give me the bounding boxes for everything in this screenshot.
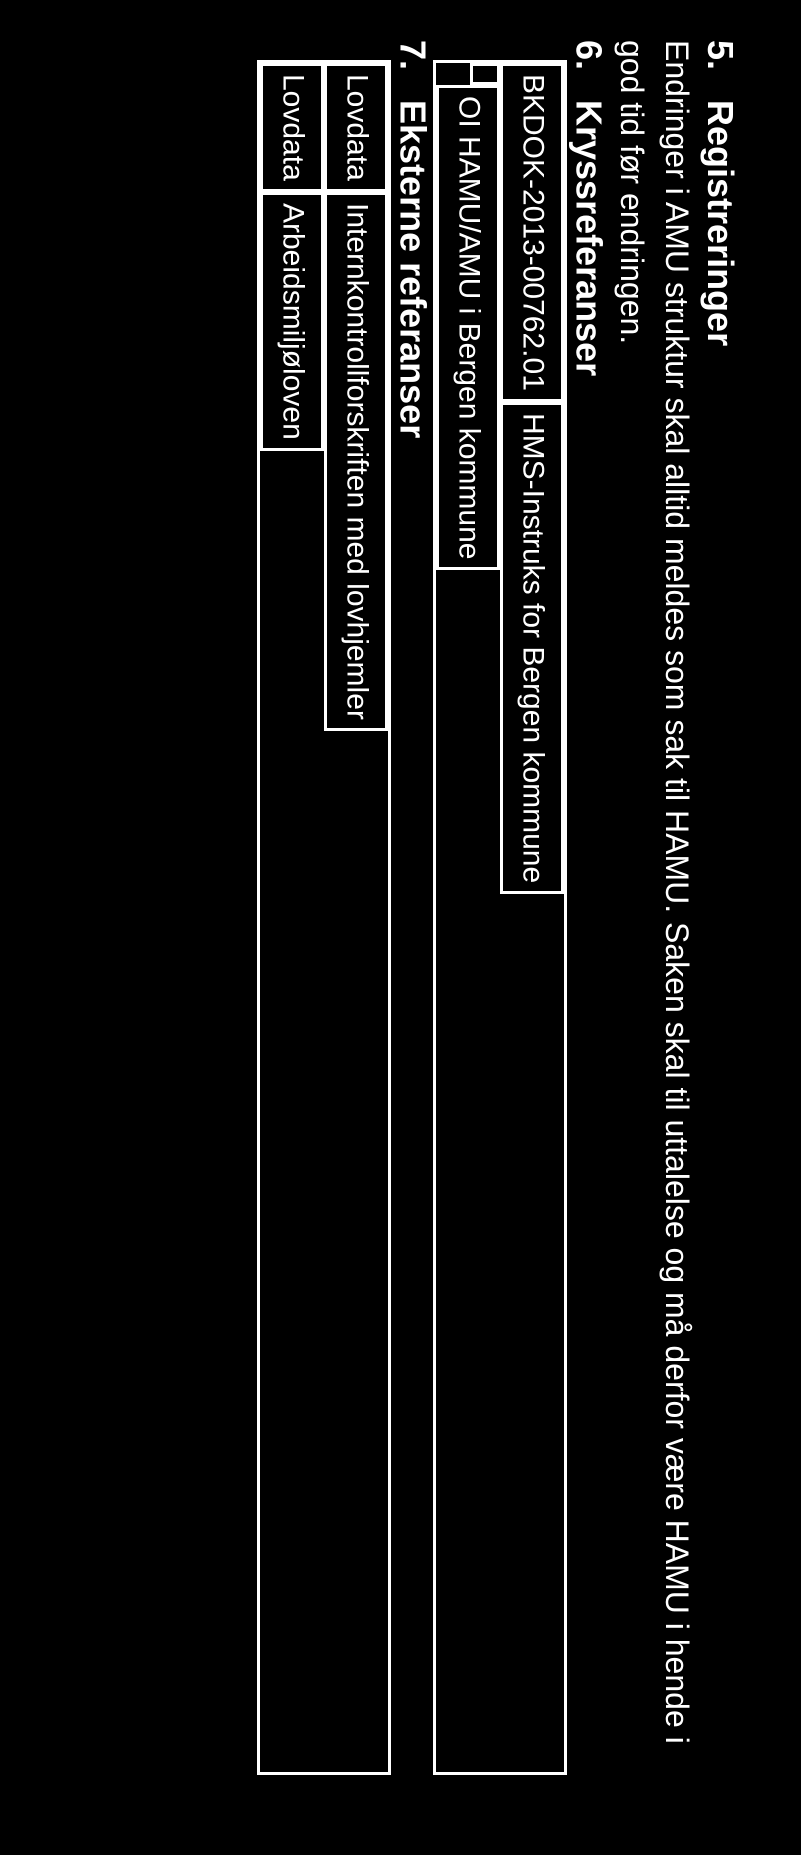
table-cross-references: BKDOK-2013-00762.01 HMS-Instruks for Ber…	[433, 60, 567, 1775]
section-7-title: Eksterne referanser	[391, 100, 433, 438]
section-7: 7. Eksterne referanser Lovdata Internkon…	[257, 40, 433, 1775]
section-5-title: Registreringer	[699, 100, 741, 346]
section-6-header: 6. Kryssreferanser	[567, 40, 609, 1760]
section-7-number: 7.	[391, 40, 433, 70]
section-5-body: Endringer i AMU struktur skal alltid mel…	[609, 40, 699, 1775]
section-5-header: 5. Registreringer	[699, 40, 741, 1760]
table-cell-desc: Internkontrollforskriften med lovhjemler	[324, 192, 388, 731]
table-cell-desc: Arbeidsmiljøloven	[260, 192, 324, 451]
table-cell-id: BKDOK-2013-00762.01	[500, 63, 564, 402]
table-cell-desc: OI HAMU/AMU i Bergen kommune	[436, 85, 500, 570]
table-cell-source: Lovdata	[324, 63, 388, 192]
table-cell-source: Lovdata	[260, 63, 324, 192]
section-5-number: 5.	[699, 40, 741, 70]
section-7-header: 7. Eksterne referanser	[391, 40, 433, 1760]
section-6-number: 6.	[567, 40, 609, 70]
table-cell-desc: HMS-Instruks for Bergen kommune	[500, 402, 564, 894]
section-6-title: Kryssreferanser	[567, 100, 609, 376]
table-row: Lovdata Arbeidsmiljøloven	[260, 63, 324, 1772]
table-external-references: Lovdata Internkontrollforskriften med lo…	[257, 60, 391, 1775]
table-row: Lovdata Internkontrollforskriften med lo…	[324, 63, 388, 1772]
document-content: 5. Registreringer Endringer i AMU strukt…	[60, 40, 741, 1815]
section-5: 5. Registreringer Endringer i AMU strukt…	[609, 40, 741, 1775]
table-row: OI HAMU/AMU i Bergen kommune	[436, 63, 500, 1772]
section-6: 6. Kryssreferanser BKDOK-2013-00762.01 H…	[433, 40, 609, 1775]
table-row: BKDOK-2013-00762.01 HMS-Instruks for Ber…	[500, 63, 564, 1772]
table-cell-id	[470, 63, 500, 85]
